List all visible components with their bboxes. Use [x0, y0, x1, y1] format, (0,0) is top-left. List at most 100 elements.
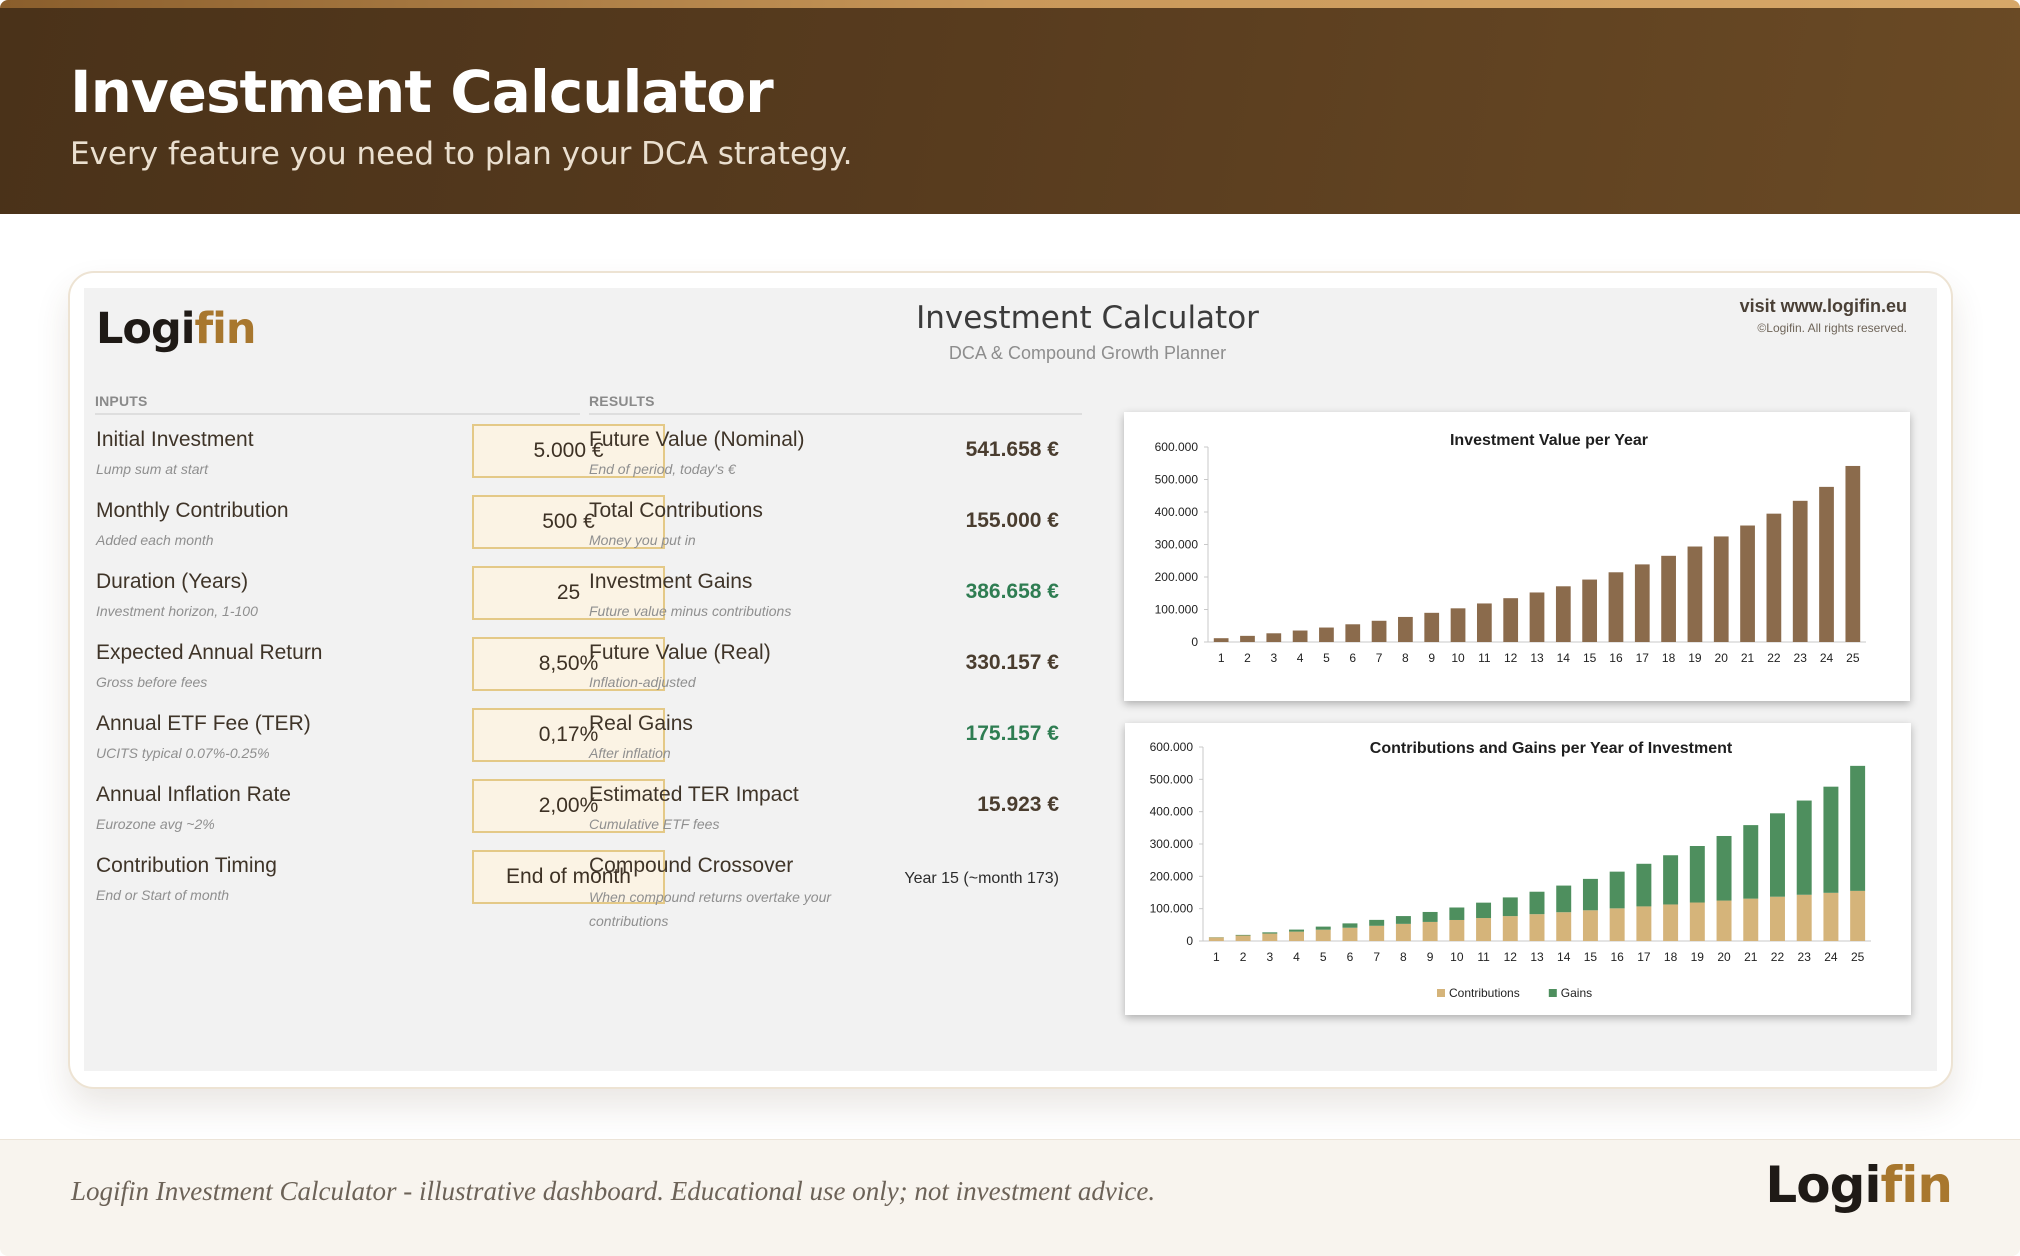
inputs-divider	[95, 413, 580, 415]
input-row-initial-investment: Initial Investment Lump sum at start 5.0…	[96, 424, 665, 498]
input-row-expected-return: Expected Annual Return Gross before fees…	[96, 637, 665, 711]
bar	[1792, 500, 1808, 642]
bar-contributions	[1796, 894, 1812, 941]
bar-gains	[1315, 926, 1331, 930]
bar-contributions	[1449, 919, 1465, 941]
bar-contributions	[1315, 929, 1331, 941]
bar-contributions	[1743, 898, 1759, 941]
result-row-investment-gains: Investment Gains Future value minus cont…	[589, 570, 1059, 640]
x-tick-label: 19	[1691, 950, 1705, 964]
x-tick-label: 12	[1504, 651, 1518, 665]
bar-gains	[1823, 786, 1839, 893]
input-row-etf-fee: Annual ETF Fee (TER) UCITS typical 0.07%…	[96, 708, 665, 782]
result-hint: When compound returns overtake your cont…	[589, 889, 832, 929]
bar-contributions	[1395, 923, 1411, 941]
chart-title: Contributions and Gains per Year of Inve…	[1370, 740, 1733, 757]
bar-gains	[1663, 855, 1679, 905]
y-tick-label: 600.000	[1155, 440, 1199, 454]
bar	[1213, 638, 1229, 642]
result-hint: End of period, today's €	[589, 461, 736, 477]
logifin-logo: Logifin	[96, 304, 257, 354]
bar-contributions	[1369, 925, 1385, 941]
bar-contributions	[1342, 927, 1358, 941]
x-tick-label: 15	[1583, 651, 1597, 665]
etf-fee-input[interactable]: 0,17%	[472, 708, 665, 762]
accent-bar	[0, 0, 2020, 10]
input-hint: Lump sum at start	[96, 461, 209, 477]
bar-gains	[1502, 897, 1518, 917]
bar-gains	[1582, 878, 1598, 911]
x-tick-label: 22	[1767, 651, 1781, 665]
footer-logo-text-dark: Logi	[1765, 1156, 1881, 1214]
x-tick-label: 15	[1584, 950, 1598, 964]
bar-gains	[1395, 916, 1411, 924]
x-tick-label: 6	[1347, 950, 1354, 964]
input-hint: Eurozone avg ~2%	[96, 816, 215, 832]
bar-contributions	[1769, 896, 1785, 941]
y-tick-label: 300.000	[1150, 837, 1194, 851]
x-tick-label: 12	[1504, 950, 1518, 964]
x-tick-label: 24	[1820, 651, 1834, 665]
result-label: Future Value (Nominal)	[589, 428, 805, 451]
x-tick-label: 23	[1794, 651, 1808, 665]
investment-value-chart-svg: Investment Value per Year 0 100.000 200.000…	[1155, 432, 1866, 665]
x-tick-label: 9	[1428, 651, 1435, 665]
x-tick-label: 7	[1376, 651, 1383, 665]
bar-contributions	[1208, 937, 1224, 941]
bar	[1845, 465, 1861, 642]
x-tick-label: 14	[1557, 651, 1571, 665]
input-label: Annual Inflation Rate	[96, 783, 291, 806]
bar	[1661, 555, 1676, 642]
inflation-rate-input[interactable]: 2,00%	[472, 779, 665, 833]
input-label: Contribution Timing	[96, 854, 277, 877]
contribution-timing-select[interactable]: End of month	[472, 850, 665, 904]
website-link[interactable]: visit www.logifin.eu	[1739, 296, 1907, 316]
bar-contributions	[1609, 908, 1625, 941]
inputs-section-label: INPUTS	[95, 393, 148, 409]
bar	[1766, 513, 1782, 642]
result-label: Real Gains	[589, 712, 693, 735]
bar	[1503, 598, 1519, 642]
sheet-subtitle: DCA & Compound Growth Planner	[948, 343, 1227, 363]
bar-contributions	[1502, 916, 1518, 941]
result-hint: Money you put in	[589, 532, 696, 548]
logo-text-gold: fin	[194, 304, 256, 354]
x-tick-label: 18	[1664, 950, 1678, 964]
bar	[1424, 612, 1440, 642]
bar-gains	[1850, 765, 1866, 891]
bar-contributions	[1636, 906, 1652, 941]
footer-logifin-logo: Logifin	[1765, 1156, 1953, 1214]
bar	[1450, 608, 1466, 642]
input-label: Duration (Years)	[96, 570, 249, 593]
result-hint: Future value minus contributions	[589, 603, 792, 619]
duration-input[interactable]: 25	[472, 566, 665, 620]
x-tick-label: 5	[1323, 651, 1330, 665]
x-tick-label: 17	[1637, 950, 1651, 964]
expected-return-input[interactable]: 8,50%	[472, 637, 665, 691]
bar-gains	[1716, 835, 1732, 901]
x-tick-label: 18	[1662, 651, 1676, 665]
bar-contributions	[1476, 918, 1492, 941]
bar-gains	[1529, 891, 1545, 915]
initial-investment-input[interactable]: 5.000 €	[472, 424, 665, 478]
y-tick-label: 300.000	[1155, 538, 1199, 552]
hero-title: Investment Calculator	[70, 58, 774, 126]
bar	[1371, 620, 1387, 642]
monthly-contribution-input[interactable]: 500 €	[472, 495, 665, 549]
hero-banner: Investment Calculator Every feature you …	[0, 8, 2020, 214]
x-tick-label: 20	[1717, 950, 1731, 964]
bar-gains	[1342, 923, 1358, 928]
chart-title: Investment Value per Year	[1450, 432, 1648, 449]
x-tick-label: 5	[1320, 950, 1327, 964]
x-tick-label: 8	[1400, 950, 1407, 964]
y-tick-label: 100.000	[1150, 902, 1194, 916]
future-value-real: 330.157 €	[965, 651, 1059, 674]
result-hint: Cumulative ETF fees	[589, 816, 720, 832]
bar	[1266, 633, 1282, 642]
bar	[1529, 592, 1545, 642]
bar	[1634, 564, 1650, 642]
y-tick-label: 0	[1191, 635, 1198, 649]
bar	[1819, 486, 1834, 642]
bar	[1240, 635, 1255, 642]
results-section-label: RESULTS	[589, 393, 655, 409]
